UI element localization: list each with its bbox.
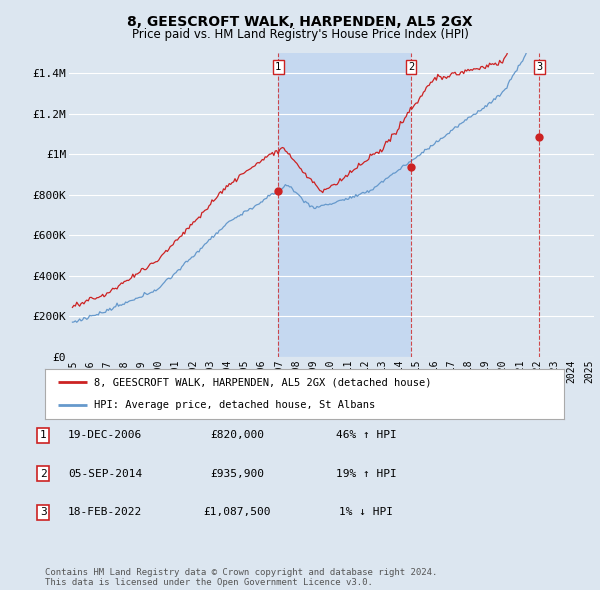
Text: 46% ↑ HPI: 46% ↑ HPI	[335, 431, 397, 440]
Text: 05-SEP-2014: 05-SEP-2014	[68, 469, 142, 478]
Text: £1,087,500: £1,087,500	[203, 507, 271, 517]
Text: £820,000: £820,000	[210, 431, 264, 440]
Text: 3: 3	[536, 62, 542, 72]
Text: Price paid vs. HM Land Registry's House Price Index (HPI): Price paid vs. HM Land Registry's House …	[131, 28, 469, 41]
Text: £935,900: £935,900	[210, 469, 264, 478]
Text: 8, GEESCROFT WALK, HARPENDEN, AL5 2GX: 8, GEESCROFT WALK, HARPENDEN, AL5 2GX	[127, 15, 473, 29]
Text: 8, GEESCROFT WALK, HARPENDEN, AL5 2GX (detached house): 8, GEESCROFT WALK, HARPENDEN, AL5 2GX (d…	[94, 377, 432, 387]
Text: 18-FEB-2022: 18-FEB-2022	[68, 507, 142, 517]
Text: 1: 1	[275, 62, 281, 72]
Text: HPI: Average price, detached house, St Albans: HPI: Average price, detached house, St A…	[94, 401, 376, 411]
Text: 19% ↑ HPI: 19% ↑ HPI	[335, 469, 397, 478]
Text: Contains HM Land Registry data © Crown copyright and database right 2024.
This d: Contains HM Land Registry data © Crown c…	[45, 568, 437, 587]
Bar	[278, 53, 411, 357]
Text: 1: 1	[40, 431, 47, 440]
Text: 19-DEC-2006: 19-DEC-2006	[68, 431, 142, 440]
Text: 2: 2	[408, 62, 414, 72]
Text: 2: 2	[40, 469, 47, 478]
Text: 1% ↓ HPI: 1% ↓ HPI	[339, 507, 393, 517]
Text: 3: 3	[40, 507, 47, 517]
